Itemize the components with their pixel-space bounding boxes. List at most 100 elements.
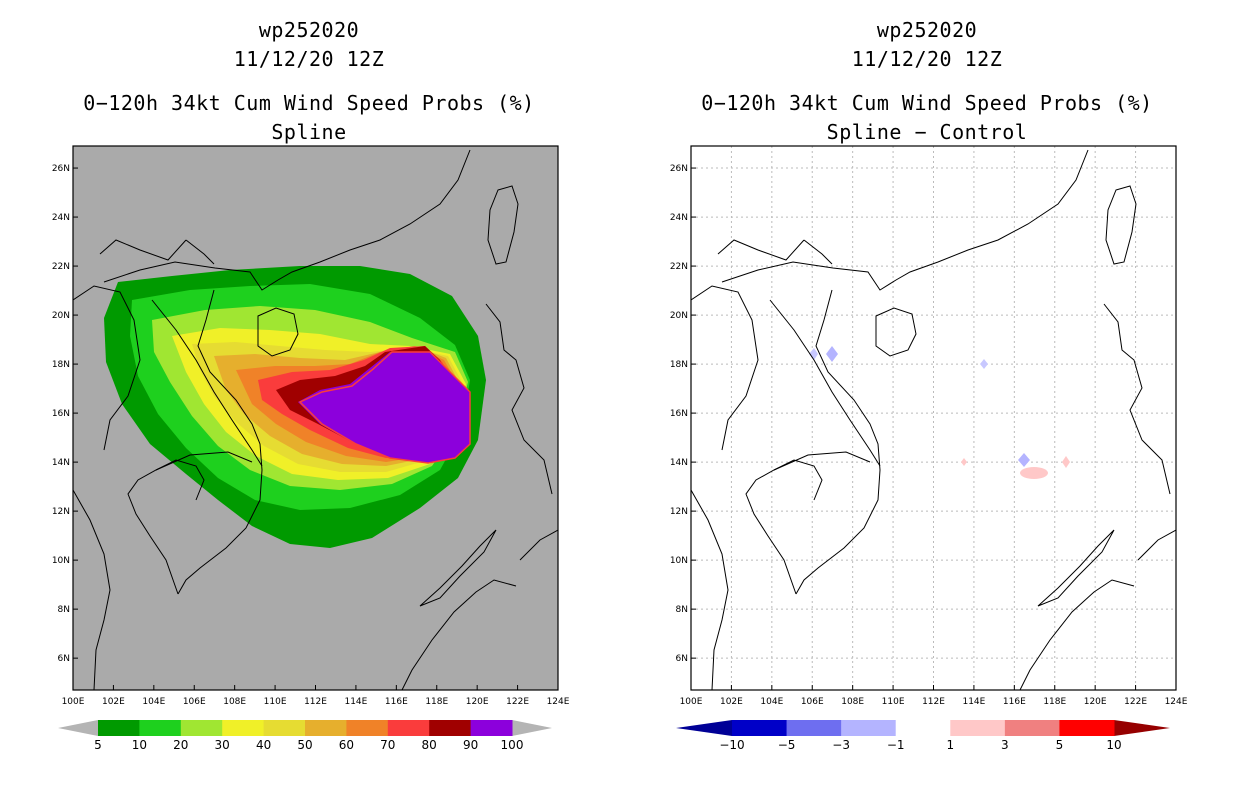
lat-label: 8N bbox=[58, 605, 70, 615]
myanmar-border bbox=[99, 239, 187, 261]
colorbar-label: 10 bbox=[132, 738, 147, 752]
right-colorbar: −10 −5 −3 −1 1 3 5 10 bbox=[676, 720, 1170, 752]
colorbar-label: −10 bbox=[719, 738, 744, 752]
borneo-coast bbox=[1019, 579, 1135, 690]
colorbar-swatch bbox=[346, 720, 389, 736]
colorbar-swatch bbox=[1004, 720, 1060, 736]
lat-label: 6N bbox=[58, 654, 70, 664]
neg-anomaly-2 bbox=[826, 346, 838, 362]
colorbar-label: 20 bbox=[173, 738, 188, 752]
colorbar-swatch bbox=[387, 720, 430, 736]
lat-label: 6N bbox=[676, 654, 688, 664]
colorbar-label: 1 bbox=[946, 738, 954, 752]
right-subtitle: Spline − Control bbox=[826, 120, 1028, 144]
lat-label: 16N bbox=[670, 409, 688, 419]
left-colorbar: 5 10 20 30 40 50 60 70 80 90 100 bbox=[58, 720, 552, 752]
colorbar-high-arrow bbox=[1114, 720, 1170, 736]
lat-label: 12N bbox=[670, 507, 688, 517]
lon-label: 118E bbox=[1043, 697, 1066, 707]
colorbar-swatch bbox=[429, 720, 472, 736]
colorbar-swatch bbox=[950, 720, 1006, 736]
lon-label: 120E bbox=[1084, 697, 1107, 707]
lon-label: 110E bbox=[882, 697, 905, 707]
left-product-title: 0−120h 34kt Cum Wind Speed Probs (%) bbox=[83, 91, 535, 115]
lat-label: 14N bbox=[670, 458, 688, 468]
malay-coast bbox=[73, 489, 111, 690]
cambodia-border bbox=[773, 451, 871, 471]
hainan-island bbox=[257, 307, 299, 357]
lat-label: 26N bbox=[52, 164, 70, 174]
colorbar-label: 90 bbox=[463, 738, 478, 752]
colorbar-swatch bbox=[841, 720, 897, 736]
lat-label: 20N bbox=[670, 311, 688, 321]
colorbar-swatch bbox=[786, 720, 842, 736]
right-panel: wp252020 11/12/20 12Z 0−120h 34kt Cum Wi… bbox=[618, 0, 1236, 800]
palawan-island bbox=[1037, 529, 1115, 607]
lat-label: 8N bbox=[676, 605, 688, 615]
colorbar-label: −3 bbox=[832, 738, 850, 752]
right-axes: 100E 102E 104E 106E 108E 110E 112E 114E 116E 118E… bbox=[670, 164, 1188, 707]
colorbar-label: −5 bbox=[778, 738, 796, 752]
colorbar-swatch bbox=[1059, 720, 1115, 736]
left-subtitle: Spline bbox=[271, 120, 347, 144]
taiwan-island bbox=[1105, 185, 1137, 265]
colorbar-swatch bbox=[470, 720, 513, 736]
colorbar-label: 50 bbox=[297, 738, 312, 752]
gridlines bbox=[691, 146, 1176, 690]
lat-label: 14N bbox=[52, 458, 70, 468]
vietnam-coastline bbox=[177, 289, 263, 595]
china-coastline bbox=[721, 149, 1089, 291]
laos-border bbox=[769, 299, 881, 467]
left-panel: wp252020 11/12/20 12Z 0−120h 34kt Cum Wi… bbox=[52, 18, 570, 752]
colorbar-swatch bbox=[180, 720, 223, 736]
laos-border bbox=[151, 299, 263, 467]
lat-label: 22N bbox=[52, 262, 70, 272]
left-datetime: 11/12/20 12Z bbox=[233, 47, 385, 71]
colorbar-swatch bbox=[895, 720, 951, 736]
lat-label: 16N bbox=[52, 409, 70, 419]
lat-label: 22N bbox=[670, 262, 688, 272]
coastlines bbox=[691, 149, 1176, 690]
right-product-title: 0−120h 34kt Cum Wind Speed Probs (%) bbox=[701, 91, 1153, 115]
neg-anomaly-3 bbox=[980, 359, 988, 369]
gulf-of-thailand-coast bbox=[745, 459, 823, 595]
cambodia-border bbox=[155, 451, 253, 471]
colorbar-label: 30 bbox=[215, 738, 230, 752]
colorbar-low-arrow bbox=[58, 720, 98, 736]
pos-anomaly-2 bbox=[961, 458, 967, 466]
palawan-island bbox=[419, 529, 497, 607]
lon-label: 106E bbox=[183, 697, 206, 707]
china-inland-border bbox=[185, 239, 215, 265]
malay-coast bbox=[691, 489, 729, 690]
lon-label: 112E bbox=[922, 697, 945, 707]
colorbar-label: 40 bbox=[256, 738, 271, 752]
lon-label: 102E bbox=[720, 697, 743, 707]
lon-label: 108E bbox=[223, 697, 246, 707]
lon-label: 114E bbox=[344, 697, 367, 707]
colorbar-label: −1 bbox=[887, 738, 905, 752]
lon-label: 100E bbox=[62, 697, 85, 707]
lon-label: 112E bbox=[304, 697, 327, 707]
colorbar-label: 3 bbox=[1001, 738, 1009, 752]
lon-label: 114E bbox=[962, 697, 985, 707]
colorbar-swatch bbox=[139, 720, 182, 736]
right-map: 100E 102E 104E 106E 108E 110E 112E 114E 116E 118E… bbox=[670, 145, 1188, 752]
left-map: 100E 102E 104E 106E 108E 110E 112E 114E 116E 118E… bbox=[52, 145, 570, 752]
lon-label: 120E bbox=[466, 697, 489, 707]
lon-label: 124E bbox=[1165, 697, 1188, 707]
colorbar-label: 10 bbox=[1106, 738, 1121, 752]
lon-label: 116E bbox=[1003, 697, 1026, 707]
colorbar-label: 5 bbox=[94, 738, 102, 752]
taiwan-island bbox=[487, 185, 519, 265]
lon-label: 108E bbox=[841, 697, 864, 707]
colorbar-swatch bbox=[263, 720, 306, 736]
coastlines bbox=[73, 149, 558, 690]
right-storm-id: wp252020 bbox=[876, 18, 978, 42]
lat-label: 10N bbox=[670, 556, 688, 566]
myanmar-border bbox=[717, 239, 805, 261]
colorbar-label: 60 bbox=[339, 738, 354, 752]
neg-anomaly-4 bbox=[1018, 453, 1030, 467]
lon-label: 102E bbox=[102, 697, 125, 707]
lon-label: 122E bbox=[1124, 697, 1147, 707]
lon-label: 106E bbox=[801, 697, 824, 707]
